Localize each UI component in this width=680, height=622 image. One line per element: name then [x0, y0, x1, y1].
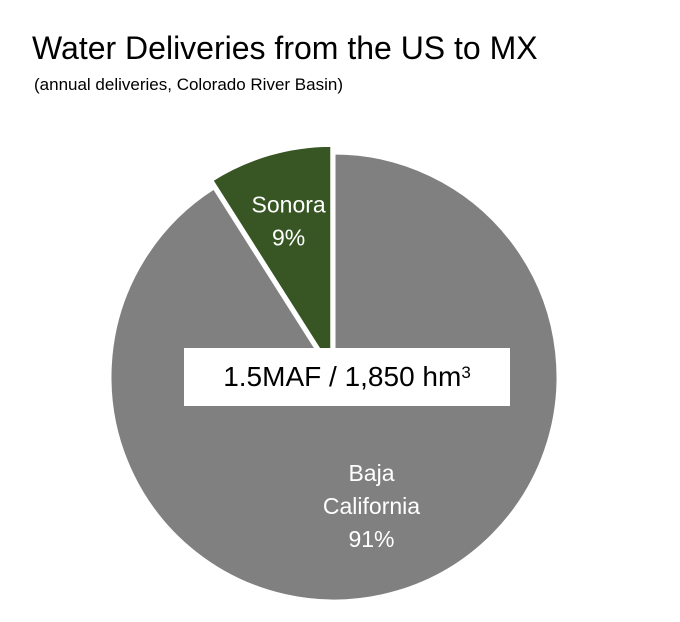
chart-subtitle: (annual deliveries, Colorado River Basin…: [34, 75, 343, 94]
pie-label-line: 91%: [348, 526, 394, 552]
pie-label-line: 9%: [272, 224, 305, 250]
total-volume-text: 1.5MAF / 1,850 hm: [223, 361, 462, 392]
total-volume-unit-superscript: 3: [461, 363, 471, 382]
total-volume-callout: 1.5MAF / 1,850 hm 3: [184, 348, 510, 406]
pie-slices: [108, 143, 560, 603]
pie-slice-sonora: [209, 143, 334, 375]
pie-label-line: Baja: [348, 460, 394, 486]
pie-label-sonora: Sonora 9%: [252, 191, 326, 250]
pie-label-line: Sonora: [252, 191, 326, 217]
pie-slice-baja-california: [108, 151, 560, 603]
pie-label-line: California: [323, 493, 420, 519]
pie-labels: Sonora 9% Baja California 91%: [252, 191, 421, 552]
chart-title: Water Deliveries from the US to MX: [32, 30, 538, 66]
pie-label-baja-california: Baja California 91%: [323, 460, 420, 552]
